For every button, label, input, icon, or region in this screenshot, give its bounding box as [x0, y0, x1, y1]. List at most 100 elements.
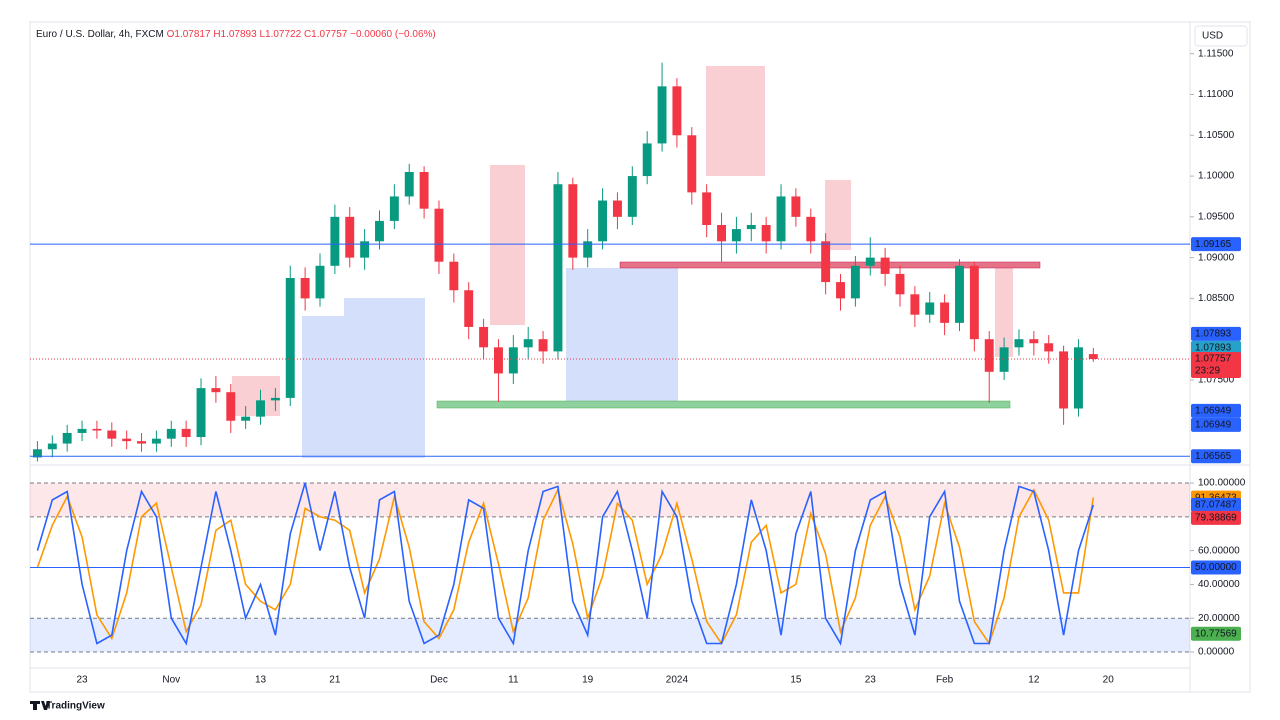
candle-body [508, 347, 518, 374]
candle-body [137, 441, 146, 444]
candle-body [806, 216, 816, 242]
supply-zone [232, 376, 280, 416]
y-tick-label: 0.00000 [1198, 647, 1235, 658]
candle-body [717, 224, 726, 242]
candle-body [865, 257, 875, 266]
price-badge [1191, 449, 1241, 464]
symbol-title: Euro / U.S. Dollar, 4h, FXCM O1.07817 H1… [36, 29, 436, 40]
x-tick-label: 21 [329, 675, 341, 686]
frame [29, 21, 1251, 693]
y-tick-label: 60.00000 [1198, 545, 1240, 556]
candle-body [702, 192, 712, 225]
candle-body [181, 428, 191, 438]
candle-body [315, 265, 325, 299]
y-tick-label: 1.11000 [1198, 89, 1234, 100]
candle-body [627, 176, 637, 217]
candle-body [404, 171, 414, 197]
y-tick-label: 1.09500 [1198, 211, 1235, 222]
x-tick-label: 19 [582, 675, 594, 686]
price-badge [1191, 497, 1241, 512]
badge-label: 1.06565 [1195, 451, 1232, 462]
y-tick-label: 1.08500 [1198, 293, 1235, 304]
x-tick-label: 11 [508, 675, 519, 686]
candle-body [672, 86, 682, 136]
candle-body [1074, 347, 1083, 409]
badge-sub: 23:29 [1195, 366, 1220, 377]
change: −0.00060 (−0.06%) [350, 29, 436, 40]
x-tick-label: 23 [865, 675, 877, 686]
x-tick-label: 23 [76, 675, 88, 686]
candle-body [776, 196, 786, 242]
price-badge [1191, 237, 1241, 252]
candle-body [955, 265, 964, 323]
supply-zone [825, 180, 851, 250]
x-tick-label: 15 [790, 675, 802, 686]
candle-body [791, 196, 801, 217]
candle-body [166, 428, 176, 439]
candle-body [598, 200, 608, 242]
x-tick-label: Nov [162, 675, 180, 686]
axes: 1.11500 1.11000 1.10500 1.10000 1.09500 1.090… [76, 48, 1245, 685]
badge-label: 1.07893 [1195, 343, 1232, 354]
candle-body [330, 216, 340, 266]
y-tick-label: 1.11500 [1198, 48, 1234, 59]
badge-label: 1.06949 [1195, 406, 1232, 417]
price-badge [1191, 510, 1241, 525]
candle-body [285, 278, 295, 398]
candle-body [300, 278, 310, 299]
candle-body [761, 224, 771, 242]
x-tick-label: Feb [936, 675, 954, 686]
x-tick-label: 12 [1028, 675, 1040, 686]
price-pane [30, 62, 1190, 462]
supply-zone [995, 262, 1013, 357]
stoch-pane [30, 482, 1190, 653]
symbol: Euro / U.S. Dollar, 4h, FXCM [36, 29, 164, 40]
zones [232, 66, 1041, 458]
candle-body [657, 86, 667, 144]
candle-body [984, 339, 994, 372]
badge-label: 79.38869 [1195, 513, 1237, 524]
demand-zone [566, 268, 678, 402]
badge-label: 91.36473 [1195, 492, 1237, 503]
candle-body [449, 261, 459, 291]
candle-body [1059, 351, 1069, 409]
candle-body [92, 428, 102, 431]
candle-body [211, 388, 221, 393]
badge-label: 10.77569 [1195, 628, 1237, 639]
band [30, 618, 1190, 652]
x-tick-label: 13 [255, 675, 267, 686]
candle-body [196, 388, 206, 438]
candle-body [389, 196, 399, 221]
candle-body [434, 208, 444, 262]
brand: TradingView [46, 701, 105, 712]
candle-body [479, 326, 489, 348]
candle-body [925, 302, 935, 315]
price-badge [1191, 351, 1241, 378]
price-badge [1191, 403, 1241, 418]
candle-body [731, 229, 741, 242]
candle-body [1088, 354, 1098, 359]
badge-label: 1.09165 [1195, 239, 1232, 250]
candle-body [345, 216, 355, 258]
y-tick-label: 20.00000 [1198, 613, 1240, 624]
candle-body [375, 220, 384, 242]
candle-body [62, 432, 72, 444]
candle-body [910, 294, 920, 315]
candle-body [821, 241, 831, 283]
candle-body [226, 392, 236, 421]
demand-zone [344, 298, 425, 458]
currency-button[interactable] [1194, 25, 1248, 47]
demand-zone [302, 316, 344, 458]
candle-body [464, 290, 474, 327]
candle-body [583, 241, 593, 258]
candle-body [553, 184, 563, 352]
candle-body [880, 257, 890, 274]
candle-body [1044, 343, 1054, 352]
candle-body [612, 200, 622, 217]
support-zone [436, 400, 1011, 409]
currency[interactable]: USD [1202, 31, 1223, 42]
stoch-line [36, 482, 1095, 646]
x-tick-label: Dec [430, 675, 448, 686]
candle-body [256, 400, 265, 417]
